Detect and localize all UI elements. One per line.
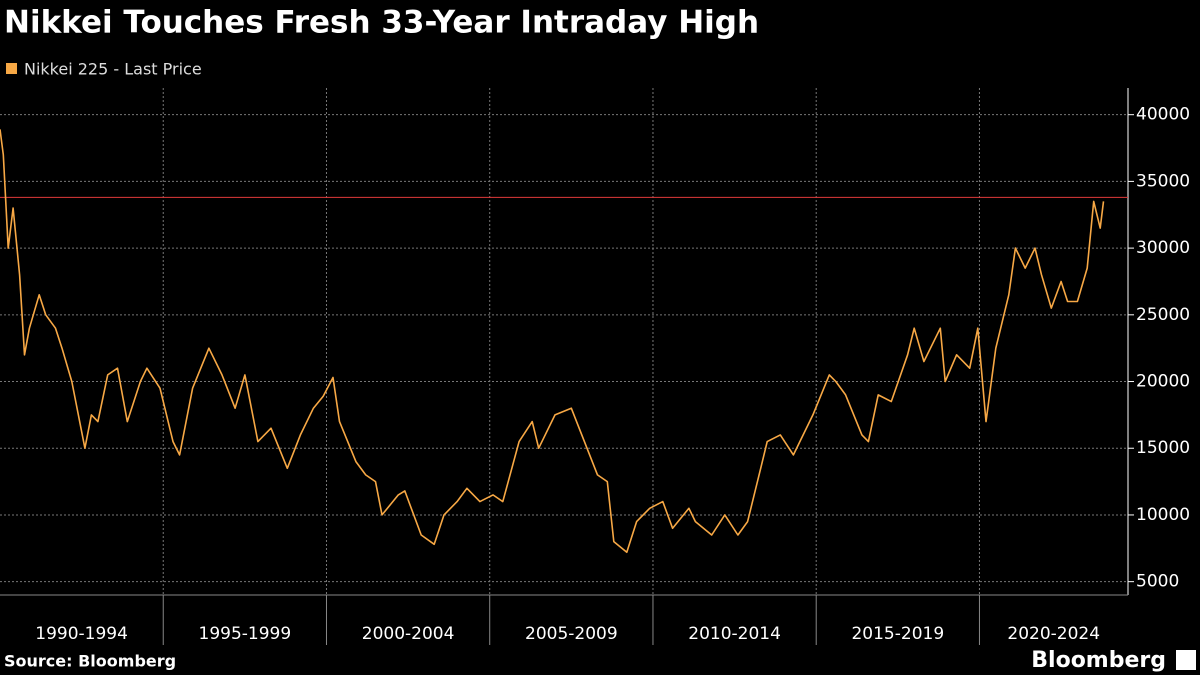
legend-label: Nikkei 225 - Last Price xyxy=(24,60,202,79)
x-tick-label: 2020-2024 xyxy=(1007,624,1100,644)
x-tick-label: 1995-1999 xyxy=(199,624,292,644)
y-tick-label: 15000 xyxy=(1136,438,1190,458)
series-line xyxy=(0,129,1105,554)
x-tick-label: 1990-1994 xyxy=(35,624,128,644)
source: Source: Bloomberg xyxy=(4,652,176,671)
x-tick-label: 2000-2004 xyxy=(362,624,455,644)
y-tick-label: 10000 xyxy=(1136,505,1190,525)
legend-swatch xyxy=(6,63,17,74)
brand: Bloomberg xyxy=(1031,648,1166,673)
y-tick-label: 25000 xyxy=(1136,305,1190,325)
y-tick-label: 35000 xyxy=(1136,171,1190,191)
y-tick-label: 40000 xyxy=(1136,105,1190,125)
chart-title: Nikkei Touches Fresh 33-Year Intraday Hi… xyxy=(4,5,759,41)
x-tick-label: 2005-2009 xyxy=(525,624,618,644)
x-tick-label: 2015-2019 xyxy=(851,624,944,644)
brand-icon xyxy=(1176,650,1196,670)
y-tick-label: 5000 xyxy=(1136,572,1179,592)
y-tick-label: 30000 xyxy=(1136,238,1190,258)
x-tick-label: 2010-2014 xyxy=(688,624,781,644)
y-tick-label: 20000 xyxy=(1136,372,1190,392)
